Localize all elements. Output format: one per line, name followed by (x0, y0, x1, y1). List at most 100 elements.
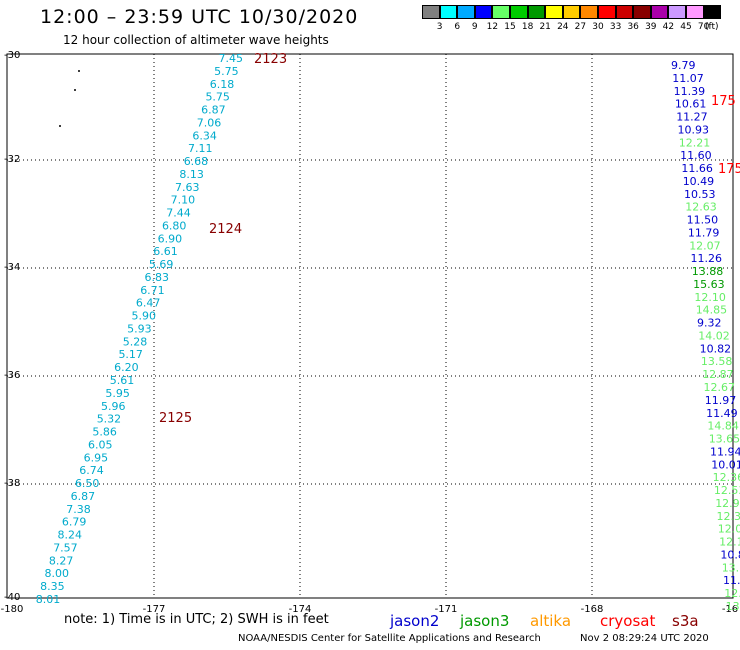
colorbar-label: 12 (486, 22, 499, 32)
colorbar (422, 5, 722, 21)
wave-height-label: 12.87 (702, 368, 734, 381)
wave-height-label: 8.13 (179, 168, 204, 181)
wave-height-label: 5.69 (149, 258, 174, 271)
wave-height-label: 8.00 (45, 567, 70, 580)
wave-height-label: 6.68 (184, 155, 209, 168)
legend-s3a: s3a (672, 612, 699, 630)
wave-height-label: 6.05 (88, 438, 113, 451)
colorbar-cell (650, 5, 669, 19)
colorbar-cell (615, 5, 634, 19)
wave-height-label: 10.49 (683, 175, 715, 188)
wave-height-label: 11.27 (676, 111, 708, 124)
wave-height-label: 11.49 (706, 407, 738, 420)
colorbar-label: 15 (504, 22, 516, 32)
x-tick-label: -177 (143, 604, 166, 615)
wave-height-label: 12.10 (694, 291, 726, 304)
colorbar-label: 21 (539, 22, 551, 32)
wave-height-label: 12.21 (679, 136, 711, 149)
map-speck (59, 125, 61, 127)
track-time-label: 2125 (159, 411, 192, 426)
colorbar-label: 18 (521, 22, 534, 32)
colorbar-cell (509, 5, 528, 19)
y-tick-label: -38 (4, 478, 20, 489)
track-time-label: 2124 (209, 222, 242, 237)
legend-jason2: jason2 (390, 612, 440, 630)
colorbar-label: 33 (609, 22, 622, 32)
wave-height-label: 14.84 (707, 420, 739, 433)
map-speck (74, 89, 76, 91)
x-tick-label: -171 (435, 604, 458, 615)
colorbar-label: 36 (627, 22, 639, 32)
wave-height-label: 12.1 (719, 536, 740, 549)
wave-height-label: 11.66 (681, 162, 713, 175)
wave-height-label: 13. (722, 561, 740, 574)
wave-height-label: 6.87 (71, 490, 96, 503)
wave-height-label: 7.44 (166, 207, 191, 220)
legend-altika: altika (530, 612, 572, 630)
colorbar-cell (580, 5, 598, 19)
colorbar-cell (545, 5, 563, 19)
wave-height-label: 12.36 (713, 471, 740, 484)
wave-height-label: 10.8 (720, 548, 740, 561)
wave-height-label: 6.95 (84, 451, 109, 464)
wave-height-label: 9.79 (671, 59, 696, 72)
wave-height-label: 6.20 (114, 361, 139, 374)
x-tick-label: -168 (581, 604, 604, 615)
track-time-label: 2123 (254, 52, 287, 67)
wave-height-label: 7.38 (66, 503, 91, 516)
wave-height-label: 12.07 (689, 239, 721, 252)
y-tick-label: -32 (4, 154, 20, 165)
colorbar-cell (633, 5, 651, 19)
wave-height-label: 10.93 (678, 123, 710, 136)
wave-height-label: 8.27 (49, 554, 74, 567)
page-title: 12:00 – 23:59 UTC 10/30/2020 (40, 6, 359, 28)
colorbar-cell (422, 5, 440, 19)
wave-height-label: 6.74 (79, 464, 104, 477)
wave-height-label: 6.18 (210, 78, 235, 91)
legend-jason3: jason3 (460, 612, 510, 630)
wave-height-label: 8.35 (40, 580, 65, 593)
colorbar-cell (492, 5, 510, 19)
wave-height-label: 6.80 (162, 219, 187, 232)
wave-height-label: 10.53 (684, 188, 716, 201)
wave-height-label: 5.32 (97, 413, 122, 426)
colorbar-label: 39 (645, 22, 657, 32)
wave-height-label: 13.88 (692, 265, 724, 278)
wave-height-label: 12.53 (714, 484, 740, 497)
wave-height-label: 6.47 (136, 297, 161, 310)
y-tick-label: -36 (4, 370, 20, 381)
map-speck (78, 70, 80, 72)
colorbar-cell (474, 5, 493, 19)
colorbar-label: 42 (662, 22, 675, 32)
wave-height-label: 11.07 (672, 72, 704, 85)
subtitle: 12 hour collection of altimeter wave hei… (63, 33, 329, 47)
wave-height-label: 6.87 (201, 104, 226, 117)
wave-height-label: 5.61 (110, 374, 135, 387)
track-time-label: 175 (718, 162, 740, 177)
colorbar-label: 3 (436, 22, 443, 32)
colorbar-cell (562, 5, 581, 19)
x-tick-label: -16 (722, 604, 738, 615)
y-tick-label: -34 (4, 262, 20, 273)
timestamp: Nov 2 08:29:24 UTC 2020 (580, 633, 709, 644)
y-tick-label: -40 (4, 592, 20, 603)
wave-height-label: 11.39 (674, 85, 706, 98)
wave-height-label: 5.95 (105, 387, 130, 400)
wave-height-label: 12. (724, 587, 740, 600)
wave-height-label: 5.28 (123, 335, 148, 348)
wave-height-label: 10.61 (675, 98, 707, 111)
colorbar-cell (668, 5, 686, 19)
wave-height-label: 11.26 (691, 252, 723, 265)
footnote: note: 1) Time is in UTC; 2) SWH is in fe… (64, 612, 329, 627)
wave-height-label: 12.0 (718, 523, 740, 536)
wave-height-label: 12.67 (704, 381, 736, 394)
wave-height-label: 7.10 (171, 194, 196, 207)
wave-height-label: 7.63 (175, 181, 200, 194)
track-time-label: 175 (711, 94, 736, 109)
wave-height-label: 12.3 (717, 510, 740, 523)
wave-height-label: 5.17 (118, 348, 143, 361)
wave-height-label: 11.94 (710, 445, 740, 458)
wave-height-label: 7.57 (53, 541, 78, 554)
wave-height-label: 10.01 (711, 458, 740, 471)
